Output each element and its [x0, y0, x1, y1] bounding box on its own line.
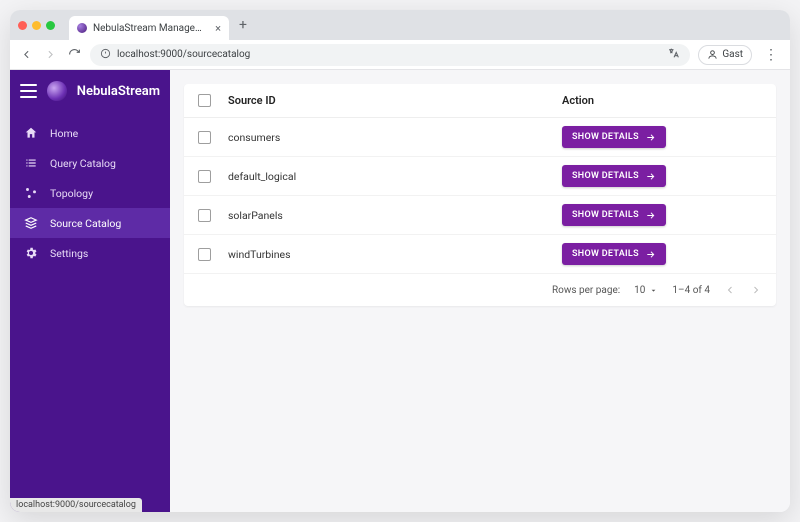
show-details-button[interactable]: SHOW DETAILS [562, 126, 666, 148]
pagination: Rows per page: 10 1–4 of 4 [184, 274, 776, 306]
app-name: NebulaStream [77, 84, 160, 99]
show-details-button[interactable]: SHOW DETAILS [562, 243, 666, 265]
reload-button[interactable] [66, 47, 82, 63]
favicon-icon [77, 23, 87, 33]
sidebar-item-settings[interactable]: Settings [10, 238, 170, 268]
sidebar: NebulaStream Home Query Catalog Topology So… [10, 70, 170, 512]
select-all-checkbox[interactable] [198, 94, 211, 107]
profile-chip[interactable]: Gast [698, 45, 752, 65]
arrow-right-icon [645, 132, 656, 143]
column-header-source-id[interactable]: Source ID [228, 94, 562, 107]
table-row: solarPanels SHOW DETAILS [184, 196, 776, 235]
arrow-right-icon [645, 210, 656, 221]
minimize-window-button[interactable] [32, 21, 41, 30]
cell-source-id: default_logical [228, 170, 562, 183]
sidebar-item-source-catalog[interactable]: Source Catalog [10, 208, 170, 238]
source-table-card: Source ID Action consumersSHOW DETAILSde… [184, 84, 776, 306]
browser-tab[interactable]: NebulaStream Management × [69, 16, 229, 40]
rows-per-page-label: Rows per page: [552, 285, 620, 296]
prev-page-button[interactable] [724, 284, 736, 296]
status-bar: localhost:9000/sourcecatalog [10, 498, 142, 512]
main-content: Source ID Action consumersSHOW DETAILSde… [170, 70, 790, 512]
sidebar-item-label: Settings [50, 247, 88, 260]
table-row: windTurbines SHOW DETAILS [184, 235, 776, 274]
maximize-window-button[interactable] [46, 21, 55, 30]
layers-icon [24, 216, 38, 230]
show-details-button[interactable]: SHOW DETAILS [562, 165, 666, 187]
back-button[interactable] [18, 47, 34, 63]
table-row: consumers SHOW DETAILS [184, 118, 776, 157]
status-text: localhost:9000/sourcecatalog [16, 500, 136, 510]
browser-chrome: NebulaStream Management × + localhost:90… [10, 10, 790, 70]
rows-per-page-select[interactable]: 10 [634, 285, 658, 296]
row-checkbox[interactable] [198, 209, 211, 222]
cell-source-id: windTurbines [228, 248, 562, 261]
show-details-button[interactable]: SHOW DETAILS [562, 204, 666, 226]
gear-icon [24, 246, 38, 260]
button-label: SHOW DETAILS [572, 249, 639, 259]
rows-per-page-value: 10 [634, 285, 645, 296]
list-icon [24, 156, 38, 170]
sidebar-item-topology[interactable]: Topology [10, 178, 170, 208]
site-info-icon[interactable] [100, 48, 111, 62]
home-icon [24, 126, 38, 140]
next-page-button[interactable] [750, 284, 762, 296]
button-label: SHOW DETAILS [572, 210, 639, 220]
window-controls [18, 21, 55, 30]
app-logo-icon [47, 81, 66, 101]
row-checkbox[interactable] [198, 131, 211, 144]
translate-icon[interactable] [667, 47, 680, 63]
row-checkbox[interactable] [198, 248, 211, 261]
close-window-button[interactable] [18, 21, 27, 30]
row-checkbox[interactable] [198, 170, 211, 183]
table-header: Source ID Action [184, 84, 776, 118]
browser-menu-button[interactable]: ⋮ [760, 47, 782, 63]
cell-source-id: consumers [228, 131, 562, 144]
forward-button[interactable] [42, 47, 58, 63]
sidebar-item-label: Home [50, 127, 78, 140]
cell-source-id: solarPanels [228, 209, 562, 222]
nodes-icon [24, 186, 38, 200]
sidebar-item-query-catalog[interactable]: Query Catalog [10, 148, 170, 178]
sidebar-item-label: Source Catalog [50, 217, 121, 230]
button-label: SHOW DETAILS [572, 171, 639, 181]
url-text: localhost:9000/sourcecatalog [117, 49, 250, 60]
button-label: SHOW DETAILS [572, 132, 639, 142]
chevron-down-icon [649, 286, 658, 295]
sidebar-item-home[interactable]: Home [10, 118, 170, 148]
arrow-right-icon [645, 249, 656, 260]
profile-label: Gast [722, 49, 743, 60]
menu-toggle-button[interactable] [20, 84, 37, 98]
column-header-action: Action [562, 94, 762, 107]
table-row: default_logical SHOW DETAILS [184, 157, 776, 196]
new-tab-button[interactable]: + [235, 17, 251, 33]
sidebar-item-label: Topology [50, 187, 93, 200]
close-tab-icon[interactable]: × [215, 22, 221, 35]
tab-title: NebulaStream Management [93, 23, 209, 34]
pagination-range: 1–4 of 4 [672, 285, 710, 296]
sidebar-item-label: Query Catalog [50, 157, 116, 170]
arrow-right-icon [645, 171, 656, 182]
address-bar[interactable]: localhost:9000/sourcecatalog [90, 44, 690, 66]
